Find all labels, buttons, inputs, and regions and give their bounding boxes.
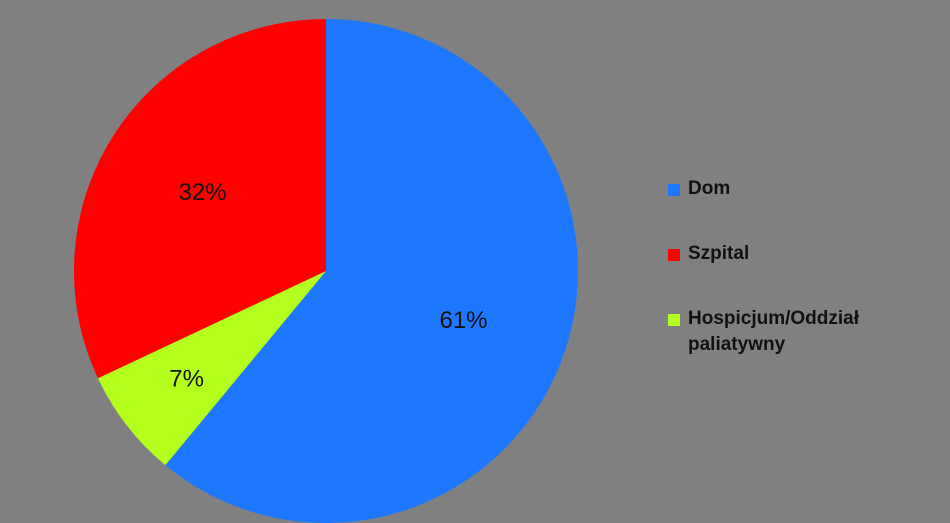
legend-label-szpital: Szpital bbox=[688, 243, 750, 264]
pie-slice-hospicjum bbox=[97, 271, 326, 466]
pie-slice-dom bbox=[165, 19, 579, 523]
legend-item-dom: Dom bbox=[668, 176, 928, 202]
legend-swatch-szpital bbox=[668, 249, 680, 261]
legend-item-hospicjum: Hospicjum/Oddział paliatywny bbox=[668, 306, 928, 358]
data-label-hospicjum: 7% bbox=[169, 366, 204, 393]
data-label-dom: 61% bbox=[439, 307, 487, 334]
pie-slice-szpital bbox=[73, 19, 327, 379]
legend-item-szpital: Szpital bbox=[668, 241, 928, 267]
legend-swatch-dom bbox=[668, 184, 680, 196]
data-label-szpital: 32% bbox=[179, 179, 227, 206]
legend-label-dom: Dom bbox=[688, 178, 731, 199]
legend-label-hospicjum: Hospicjum/Oddział paliatywny bbox=[688, 308, 860, 355]
legend: Dom Szpital Hospicjum/Oddział paliatywny bbox=[668, 176, 928, 358]
legend-swatch-hospicjum bbox=[668, 314, 680, 326]
